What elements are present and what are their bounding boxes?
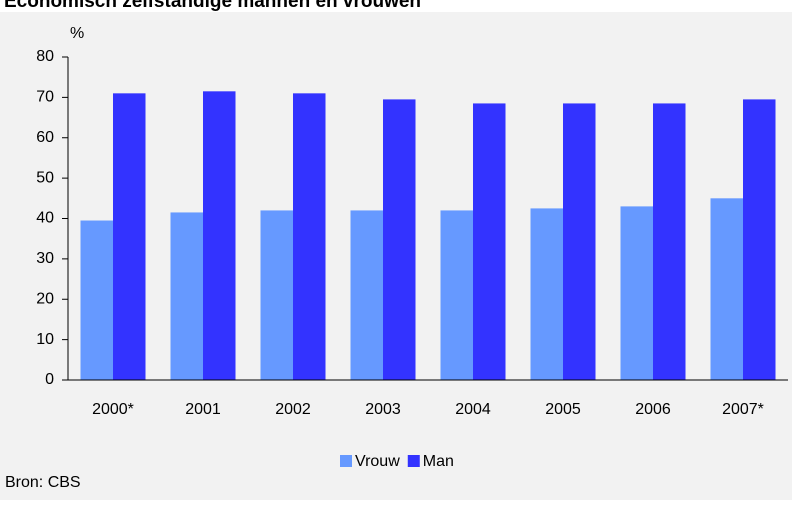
y-tick-label: 60 [36, 129, 54, 146]
bar [113, 93, 146, 381]
y-tick-label: 20 [36, 290, 54, 307]
bar [743, 99, 776, 381]
legend-swatch [340, 455, 352, 467]
y-tick-label: 80 [36, 48, 54, 65]
x-tick-label: 2000* [92, 401, 134, 418]
y-tick-label: 40 [36, 210, 54, 227]
bar [383, 99, 416, 381]
x-tick-label: 2006 [635, 401, 671, 418]
bar [170, 212, 203, 380]
bar [293, 93, 326, 381]
bar [620, 206, 653, 380]
y-axis-label: % [70, 25, 84, 42]
bar [260, 210, 293, 380]
bar [710, 198, 743, 380]
bar [653, 103, 686, 381]
legend-label: Vrouw [355, 453, 400, 470]
y-tick-label: 10 [36, 331, 54, 348]
y-tick-label: 50 [36, 169, 54, 186]
x-tick-label: 2002 [275, 401, 311, 418]
bar [473, 103, 506, 381]
y-tick-label: 0 [45, 371, 54, 388]
bar [350, 210, 383, 380]
bar [203, 91, 236, 380]
x-tick-label: 2001 [185, 401, 221, 418]
source: Bron: CBS [5, 474, 81, 491]
bar [80, 220, 113, 380]
y-tick-label: 70 [36, 89, 54, 106]
chart-title: Economisch zelfstandige mannen en vrouwe… [4, 0, 421, 12]
legend-label: Man [423, 453, 454, 470]
bar [563, 103, 596, 381]
y-tick-label: 30 [36, 250, 54, 267]
x-tick-label: 2005 [545, 401, 581, 418]
bar [440, 210, 473, 380]
x-tick-label: 2007* [722, 401, 764, 418]
x-tick-label: 2003 [365, 401, 401, 418]
x-tick-label: 2004 [455, 401, 491, 418]
bar [530, 208, 563, 380]
legend-swatch [407, 455, 420, 467]
